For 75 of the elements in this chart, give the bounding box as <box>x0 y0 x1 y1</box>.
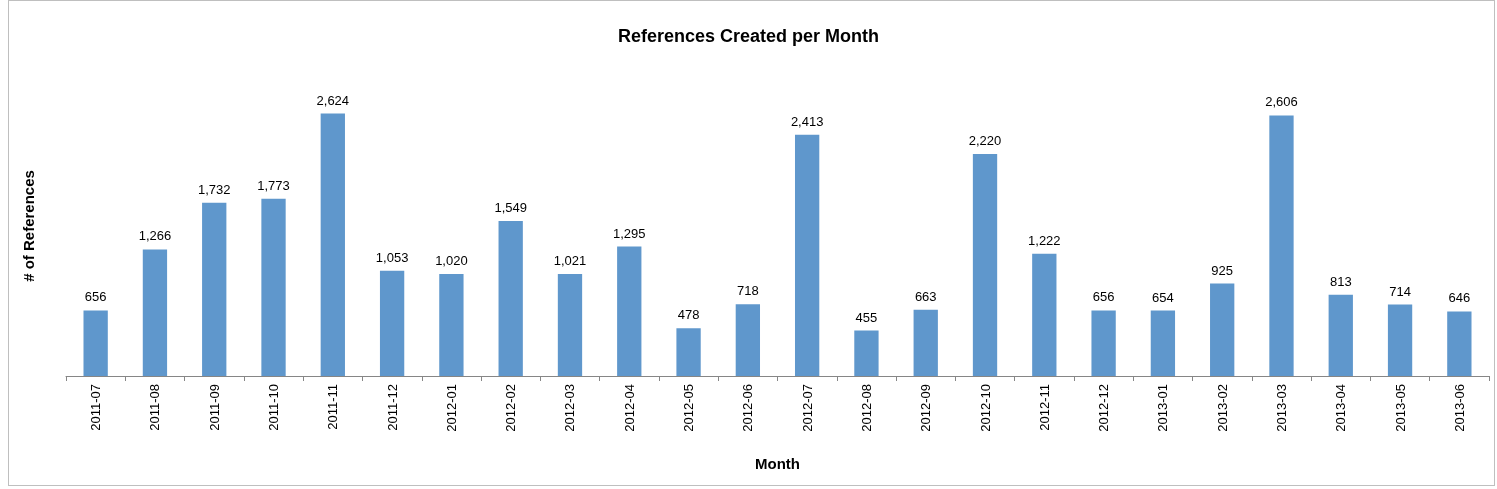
data-label: 1,020 <box>435 253 468 268</box>
bar <box>794 134 820 376</box>
bar <box>202 202 227 376</box>
bar <box>1210 283 1235 376</box>
bar <box>617 246 642 376</box>
y-axis-title: # of References <box>20 170 37 282</box>
data-label: 1,053 <box>375 249 409 265</box>
x-tick-label: 2012-05 <box>681 384 697 432</box>
bar <box>1150 310 1176 376</box>
x-tick-label: 2013-06 <box>1451 384 1467 432</box>
data-label: 455 <box>855 309 878 325</box>
bar <box>676 328 701 376</box>
bar <box>854 330 879 376</box>
data-label: 478 <box>677 307 700 323</box>
bar <box>735 304 761 376</box>
data-label: 656 <box>1092 289 1115 305</box>
bar <box>261 198 286 376</box>
x-tick-label: 2012-07 <box>799 384 815 432</box>
data-label: 663 <box>914 288 937 304</box>
data-label: 1,222 <box>1028 232 1061 248</box>
x-tick-label: 2011-07 <box>88 384 104 431</box>
bar <box>972 154 998 376</box>
data-label: 1,732 <box>197 181 231 197</box>
data-label: 646 <box>1448 290 1471 306</box>
bar <box>557 273 583 376</box>
x-axis-title: Month <box>755 455 800 472</box>
bar <box>1032 253 1057 376</box>
x-tick-label: 2012-03 <box>562 384 578 432</box>
x-tick-label: 2012-12 <box>1096 384 1112 432</box>
data-label: 2,624 <box>316 92 350 108</box>
x-tick-label: 2011-11 <box>325 384 341 430</box>
data-label: 1,549 <box>494 200 527 216</box>
x-tick-label: 2011-09 <box>206 384 222 431</box>
bar <box>1091 310 1116 376</box>
bar <box>83 310 108 376</box>
x-tick-label: 2012-10 <box>977 384 993 432</box>
bar <box>142 249 168 376</box>
x-tick-label: 2012-02 <box>503 384 519 432</box>
bar <box>1387 304 1413 376</box>
chart-title: References Created per Month <box>617 26 880 46</box>
x-tick-label: 2012-04 <box>621 384 637 432</box>
bar <box>913 309 938 376</box>
data-label: 925 <box>1211 262 1234 278</box>
bar <box>1328 294 1353 376</box>
x-tick-label: 2013-04 <box>1333 384 1349 432</box>
data-label: 718 <box>737 283 759 299</box>
x-tick-label: 2013-02 <box>1214 384 1230 432</box>
data-label: 2,220 <box>968 133 1002 148</box>
x-tick-label: 2011-12 <box>384 384 400 431</box>
data-label: 2,606 <box>1265 94 1298 110</box>
data-label: 2,413 <box>790 113 824 129</box>
data-label: 1,295 <box>613 225 646 241</box>
x-tick-label: 2011-10 <box>266 384 282 431</box>
bar <box>498 221 523 376</box>
bar <box>379 270 405 376</box>
x-tick-label: 2013-05 <box>1392 384 1408 432</box>
bar <box>320 113 345 376</box>
data-label: 656 <box>84 289 107 305</box>
bar <box>439 274 464 376</box>
data-label: 654 <box>1152 289 1174 305</box>
data-label: 813 <box>1329 273 1352 289</box>
x-tick-label: 2012-01 <box>443 384 459 432</box>
data-label: 1,266 <box>138 228 172 244</box>
x-tick-label: 2012-06 <box>740 384 756 432</box>
x-tick-label: 2012-08 <box>858 384 874 432</box>
bar <box>1269 115 1294 376</box>
data-label: 1,021 <box>553 252 587 268</box>
x-tick-label: 2013-01 <box>1155 384 1171 432</box>
x-tick-label: 2013-03 <box>1273 384 1289 432</box>
data-label: 1,773 <box>257 177 290 193</box>
data-label: 714 <box>1389 283 1411 299</box>
x-tick-label: 2011-08 <box>147 384 163 431</box>
x-tick-label: 2012-09 <box>918 384 934 432</box>
bar <box>1447 311 1472 376</box>
x-tick-label: 2012-11 <box>1036 384 1052 431</box>
